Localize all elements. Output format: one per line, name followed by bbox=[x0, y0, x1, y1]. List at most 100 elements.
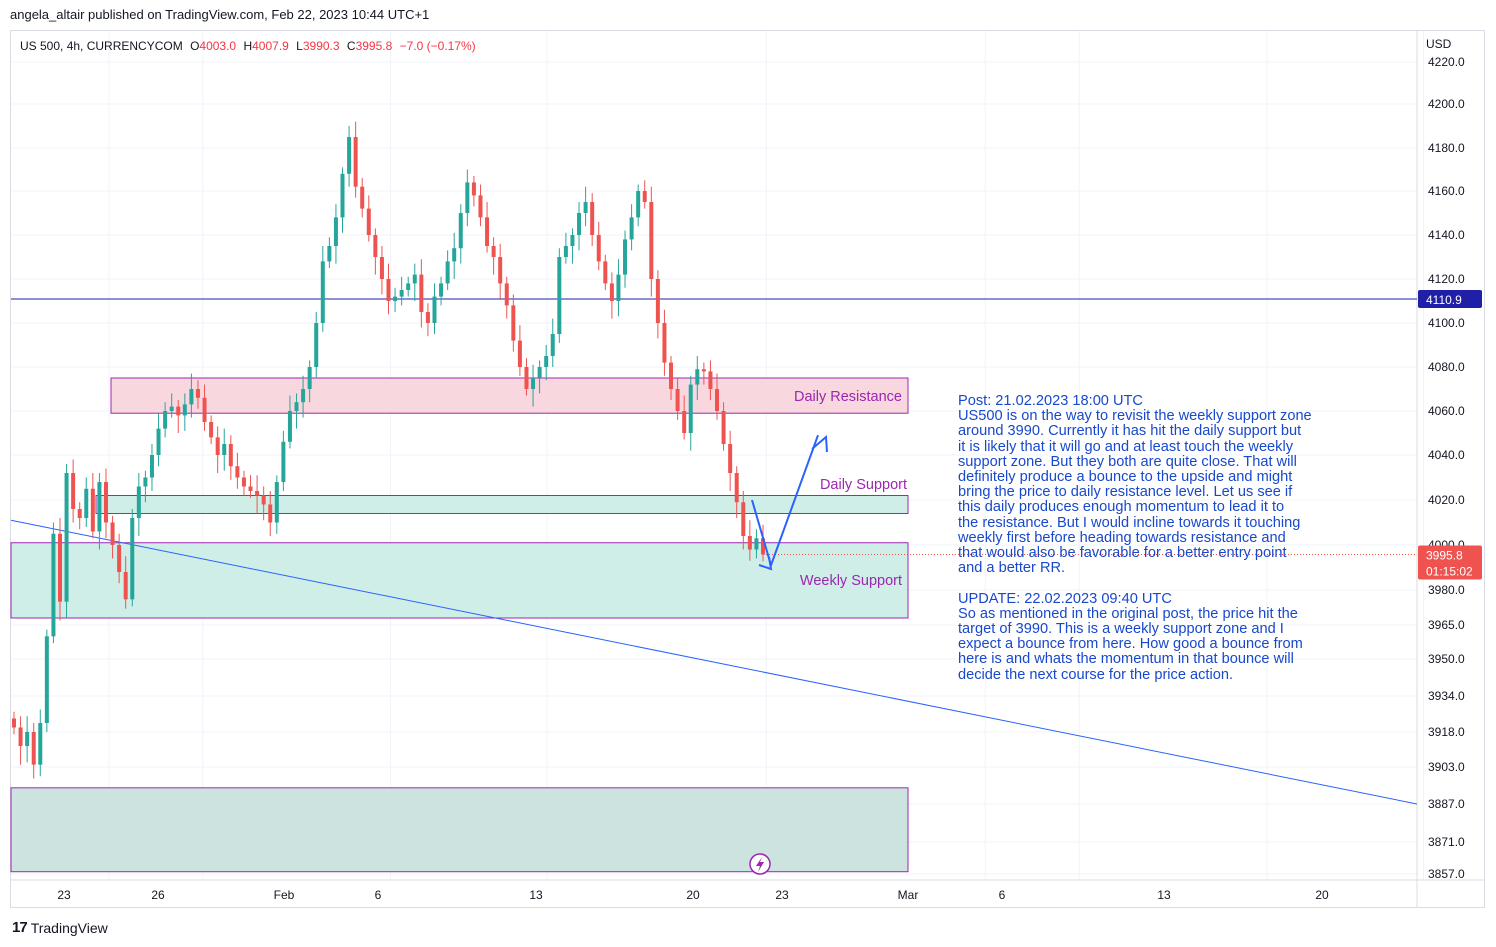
candle-body[interactable] bbox=[301, 389, 306, 403]
footer-brand[interactable]: 17 TradingView bbox=[12, 919, 108, 936]
candle-body[interactable] bbox=[149, 455, 154, 478]
candle-body[interactable] bbox=[596, 235, 601, 262]
candle-body[interactable] bbox=[386, 279, 391, 301]
candle-body[interactable] bbox=[202, 397, 207, 422]
candle-body[interactable] bbox=[728, 444, 733, 473]
candle-body[interactable] bbox=[701, 369, 706, 372]
candle-body[interactable] bbox=[583, 202, 588, 213]
candle-body[interactable] bbox=[195, 389, 200, 398]
candle-body[interactable] bbox=[222, 444, 227, 455]
candle-body[interactable] bbox=[504, 283, 509, 306]
candle-body[interactable] bbox=[25, 732, 30, 746]
candle-body[interactable] bbox=[590, 202, 595, 235]
candle-body[interactable] bbox=[64, 473, 69, 602]
candle-body[interactable] bbox=[110, 522, 115, 546]
candle-body[interactable] bbox=[182, 404, 187, 416]
candle-body[interactable] bbox=[649, 202, 654, 279]
candle-body[interactable] bbox=[761, 538, 765, 555]
candle-body[interactable] bbox=[623, 239, 628, 275]
candle-body[interactable] bbox=[675, 389, 680, 411]
candle-body[interactable] bbox=[209, 422, 214, 438]
candle-body[interactable] bbox=[347, 137, 352, 174]
candle-body[interactable] bbox=[130, 518, 135, 600]
symbol-legend[interactable]: US 500, 4h, CURRENCYCOM O4003.0 H4007.9 … bbox=[20, 39, 476, 53]
candle-body[interactable] bbox=[563, 246, 568, 257]
candle-body[interactable] bbox=[307, 367, 312, 389]
candle-body[interactable] bbox=[465, 182, 470, 213]
candle-body[interactable] bbox=[629, 217, 634, 240]
candle-body[interactable] bbox=[235, 466, 240, 478]
candle-body[interactable] bbox=[524, 367, 529, 389]
candle-body[interactable] bbox=[274, 482, 279, 523]
candle-body[interactable] bbox=[169, 406, 174, 411]
daily-resistance-zone[interactable] bbox=[110, 377, 909, 414]
candle-body[interactable] bbox=[550, 334, 555, 356]
candle-body[interactable] bbox=[57, 533, 62, 602]
candle-body[interactable] bbox=[721, 411, 726, 444]
candle-body[interactable] bbox=[287, 411, 292, 442]
analysis-note[interactable]: Post: 21.02.2023 18:00 UTC US500 is on t… bbox=[958, 393, 1312, 683]
candle-body[interactable] bbox=[228, 444, 233, 467]
candle-body[interactable] bbox=[248, 486, 253, 492]
candle-body[interactable] bbox=[662, 323, 667, 363]
candle-body[interactable] bbox=[84, 488, 89, 518]
candle-body[interactable] bbox=[517, 340, 522, 367]
candle-body[interactable] bbox=[432, 296, 437, 323]
weekly-support-zone[interactable] bbox=[10, 542, 909, 619]
candle-body[interactable] bbox=[741, 502, 746, 536]
candle-body[interactable] bbox=[399, 290, 404, 297]
candle-body[interactable] bbox=[71, 473, 76, 509]
candle-body[interactable] bbox=[77, 509, 82, 518]
candle-body[interactable] bbox=[320, 261, 325, 323]
candle-body[interactable] bbox=[156, 428, 161, 455]
candle-body[interactable] bbox=[425, 312, 430, 323]
candle-body[interactable] bbox=[268, 504, 273, 523]
candle-body[interactable] bbox=[327, 246, 332, 262]
candle-body[interactable] bbox=[379, 257, 384, 279]
candle-body[interactable] bbox=[471, 182, 476, 196]
candle-body[interactable] bbox=[31, 732, 36, 765]
candle-body[interactable] bbox=[294, 402, 299, 411]
candle-body[interactable] bbox=[176, 406, 181, 416]
candle-body[interactable] bbox=[439, 283, 444, 297]
candle-body[interactable] bbox=[708, 371, 713, 389]
candle-body[interactable] bbox=[281, 441, 286, 482]
candle-body[interactable] bbox=[44, 636, 49, 723]
candle-body[interactable] bbox=[353, 137, 358, 187]
candle-body[interactable] bbox=[642, 191, 647, 202]
candle-body[interactable] bbox=[734, 473, 739, 503]
candle-body[interactable] bbox=[90, 488, 95, 532]
candle-body[interactable] bbox=[255, 491, 260, 496]
candle-body[interactable] bbox=[498, 257, 503, 284]
candle-body[interactable] bbox=[754, 538, 759, 550]
candle-body[interactable] bbox=[51, 533, 56, 637]
candle-body[interactable] bbox=[406, 283, 411, 290]
candle-body[interactable] bbox=[123, 572, 128, 600]
candle-body[interactable] bbox=[669, 362, 674, 389]
candle-body[interactable] bbox=[570, 235, 575, 246]
candle-body[interactable] bbox=[163, 411, 168, 429]
candle-body[interactable] bbox=[682, 411, 687, 433]
daily-support-zone[interactable] bbox=[95, 495, 909, 514]
candle-body[interactable] bbox=[136, 486, 141, 519]
candle-body[interactable] bbox=[715, 389, 720, 411]
candle-body[interactable] bbox=[38, 723, 43, 765]
candle-body[interactable] bbox=[117, 545, 122, 572]
candle-body[interactable] bbox=[491, 246, 496, 257]
candle-body[interactable] bbox=[616, 274, 621, 301]
candle-body[interactable] bbox=[452, 248, 457, 262]
trend-line[interactable] bbox=[10, 519, 1418, 805]
candle-body[interactable] bbox=[445, 261, 450, 284]
candle-body[interactable] bbox=[215, 437, 220, 455]
candle-body[interactable] bbox=[97, 482, 102, 532]
candle-body[interactable] bbox=[189, 389, 194, 405]
candle-body[interactable] bbox=[511, 305, 516, 341]
candle-body[interactable] bbox=[544, 356, 549, 367]
candle-body[interactable] bbox=[12, 718, 16, 728]
candle-body[interactable] bbox=[458, 213, 463, 249]
candle-body[interactable] bbox=[366, 208, 371, 235]
candle-body[interactable] bbox=[747, 536, 752, 550]
candle-body[interactable] bbox=[531, 378, 536, 389]
candle-body[interactable] bbox=[655, 279, 660, 323]
